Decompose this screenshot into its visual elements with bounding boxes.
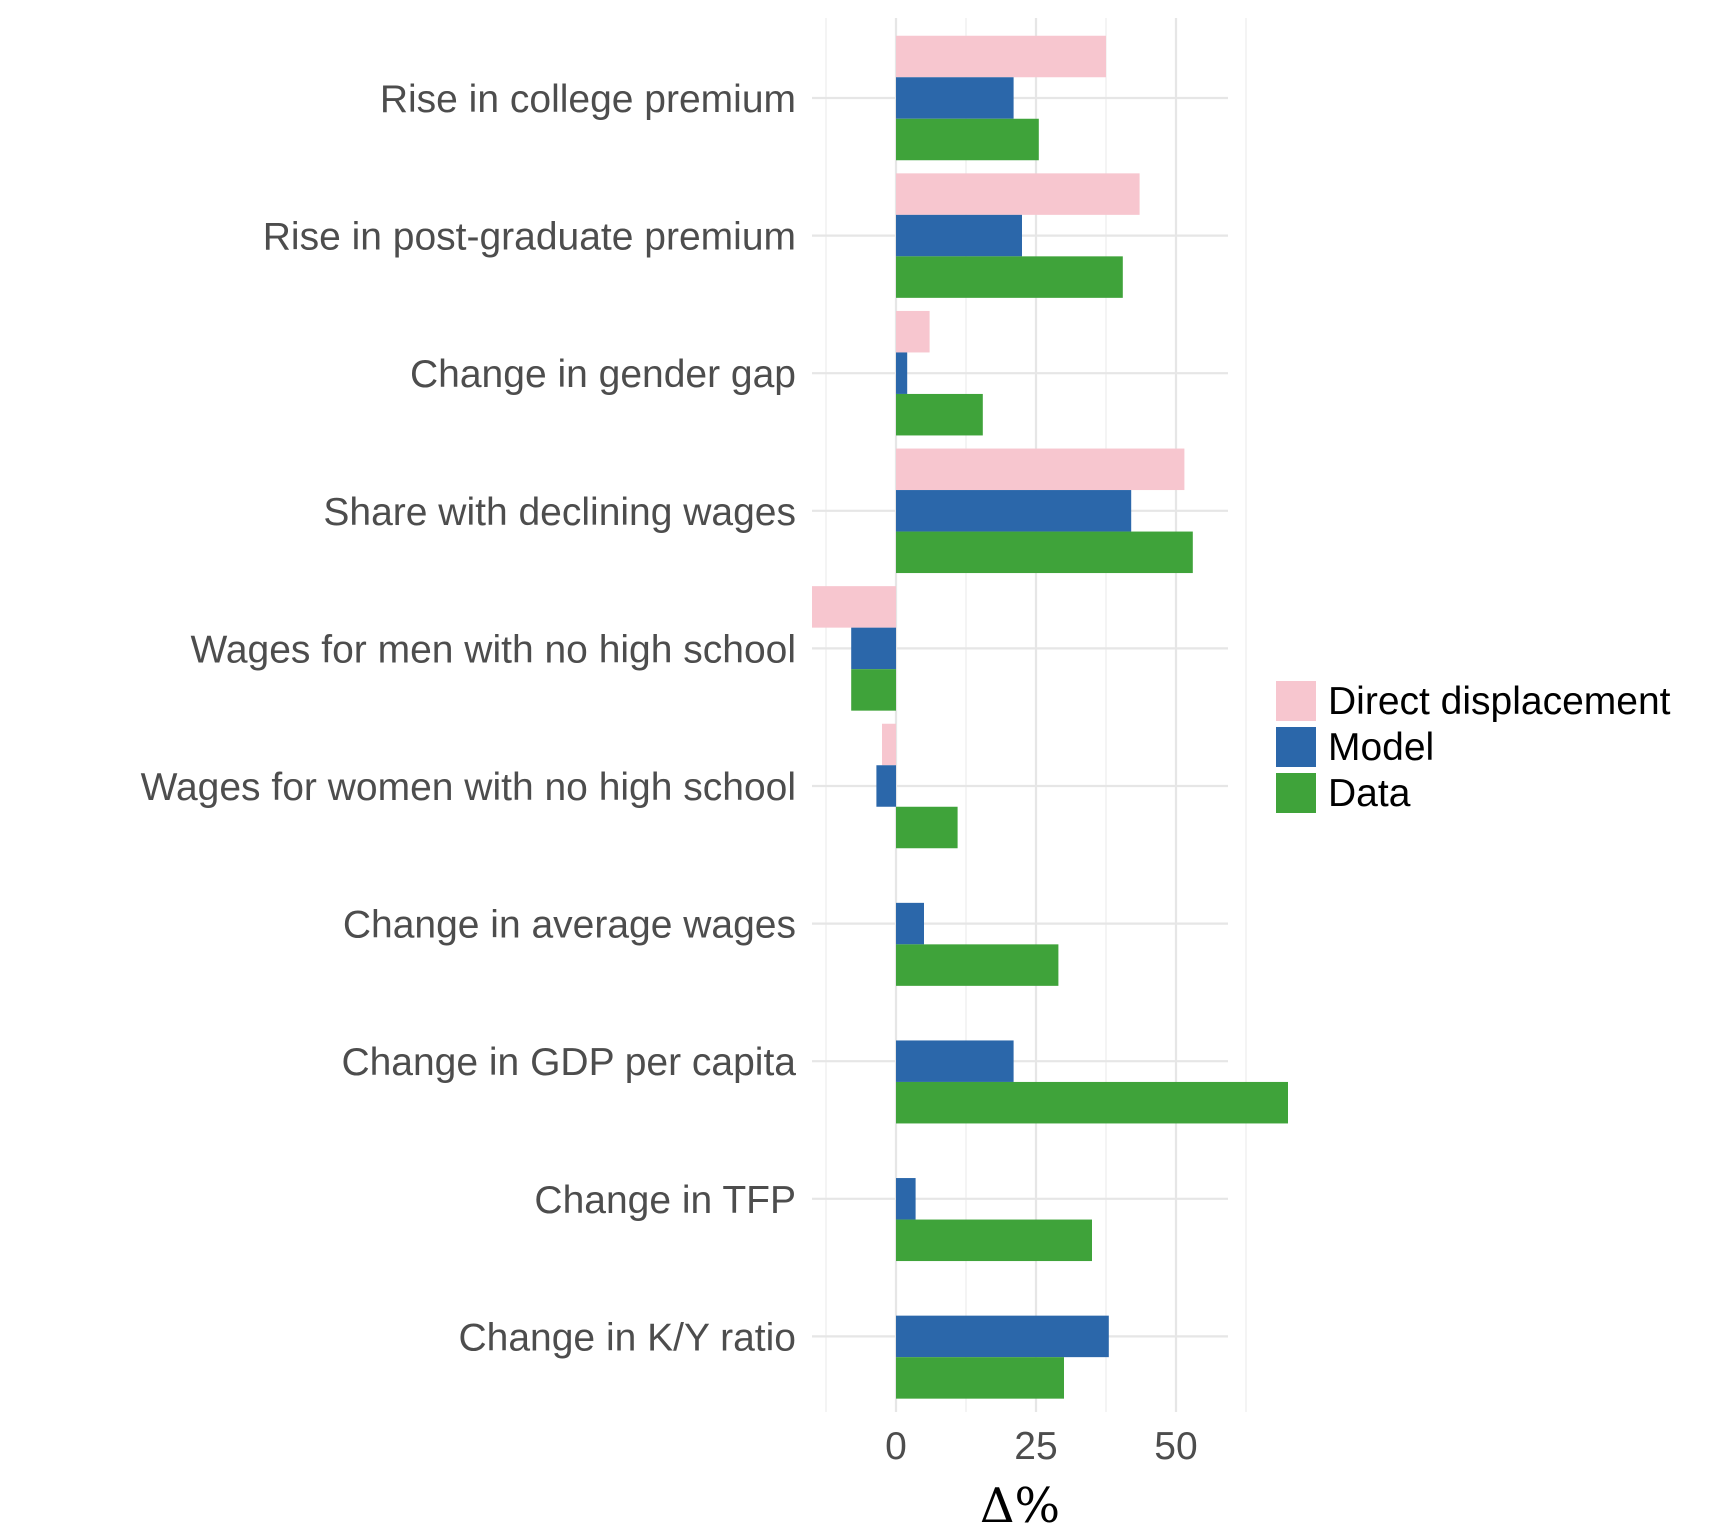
category-label: Rise in post-graduate premium	[263, 216, 796, 259]
bar-direct-displacement	[896, 448, 1185, 491]
x-tick-label: 50	[1154, 1425, 1197, 1468]
legend-label: Data	[1328, 772, 1411, 815]
category-label: Rise in college premium	[380, 78, 796, 121]
legend-key-model	[1276, 727, 1316, 767]
category-label: Change in gender gap	[410, 353, 796, 396]
bar-layer	[812, 35, 1288, 1399]
category-label: Wages for men with no high school	[190, 628, 796, 671]
bar-data	[896, 806, 958, 849]
category-label: Change in average wages	[343, 904, 796, 947]
category-label: Change in GDP per capita	[341, 1041, 796, 1084]
category-labels: Rise in college premium Rise in post-grad…	[141, 78, 797, 1359]
bar-model	[896, 1040, 1014, 1082]
bar-data	[851, 669, 896, 711]
grid-layer	[812, 18, 1247, 1412]
bar-model	[896, 490, 1132, 532]
bar-model	[896, 1315, 1109, 1358]
bar-model	[876, 765, 896, 807]
bar-model	[896, 214, 1022, 257]
bar-data	[896, 118, 1039, 161]
x-tick-label: 0	[885, 1425, 907, 1468]
legend-key-data	[1276, 773, 1316, 813]
bar-data	[896, 256, 1123, 298]
bar-model	[896, 1178, 916, 1220]
bar-data	[896, 531, 1193, 574]
category-label: Change in TFP	[534, 1179, 796, 1222]
category-label: Wages for women with no high school	[141, 766, 796, 809]
legend-key-direct-displacement	[1276, 681, 1316, 721]
bar-model	[851, 627, 896, 670]
bar-direct-displacement	[882, 723, 896, 766]
category-label: Change in K/Y ratio	[459, 1316, 797, 1359]
bar-data	[896, 393, 983, 436]
bar-direct-displacement	[812, 586, 896, 628]
bar-data	[896, 1219, 1092, 1262]
legend-label: Direct displacement	[1328, 680, 1671, 723]
category-label: Share with declining wages	[323, 491, 796, 534]
bar-direct-displacement	[896, 173, 1140, 215]
x-axis-ticks: 0 25 50	[885, 1425, 1198, 1468]
bar-model	[896, 77, 1014, 119]
bar-direct-displacement	[896, 35, 1106, 78]
bar-data	[896, 1357, 1064, 1399]
x-tick-label: 25	[1014, 1425, 1057, 1468]
bar-data	[896, 944, 1059, 986]
bar-model	[896, 352, 908, 394]
bar-data	[896, 1081, 1288, 1124]
x-axis-title: Δ%	[980, 1478, 1060, 1534]
bar-direct-displacement	[896, 310, 930, 353]
bar-model	[896, 902, 924, 945]
legend-label: Model	[1328, 726, 1434, 769]
